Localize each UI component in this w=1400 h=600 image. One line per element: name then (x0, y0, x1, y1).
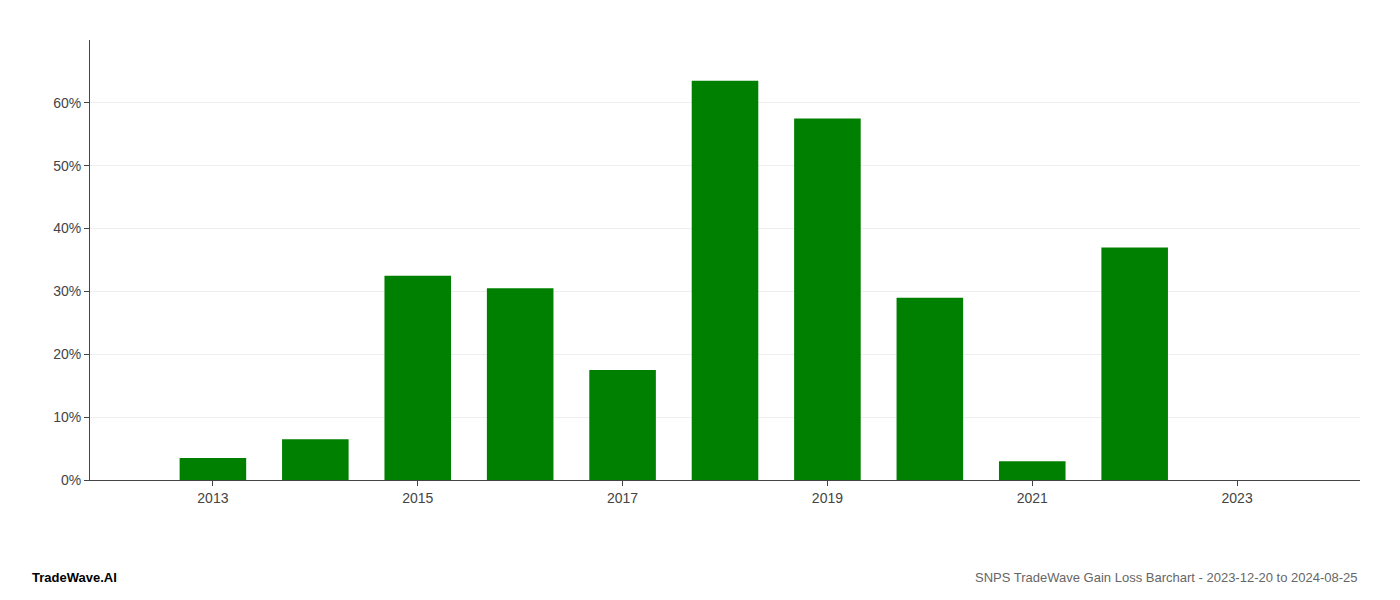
svg-text:10%: 10% (53, 409, 81, 425)
svg-text:2015: 2015 (402, 490, 433, 506)
svg-text:0%: 0% (61, 472, 81, 488)
svg-text:2013: 2013 (197, 490, 228, 506)
svg-text:TradeWave.AI: TradeWave.AI (32, 570, 117, 585)
svg-text:30%: 30% (53, 283, 81, 299)
svg-text:60%: 60% (53, 95, 81, 111)
svg-text:2021: 2021 (1017, 490, 1048, 506)
svg-text:2023: 2023 (1222, 490, 1253, 506)
svg-text:50%: 50% (53, 158, 81, 174)
svg-text:40%: 40% (53, 220, 81, 236)
svg-text:2017: 2017 (607, 490, 638, 506)
svg-text:20%: 20% (53, 346, 81, 362)
svg-text:SNPS TradeWave Gain Loss Barch: SNPS TradeWave Gain Loss Barchart - 2023… (975, 570, 1358, 585)
svg-text:2019: 2019 (812, 490, 843, 506)
